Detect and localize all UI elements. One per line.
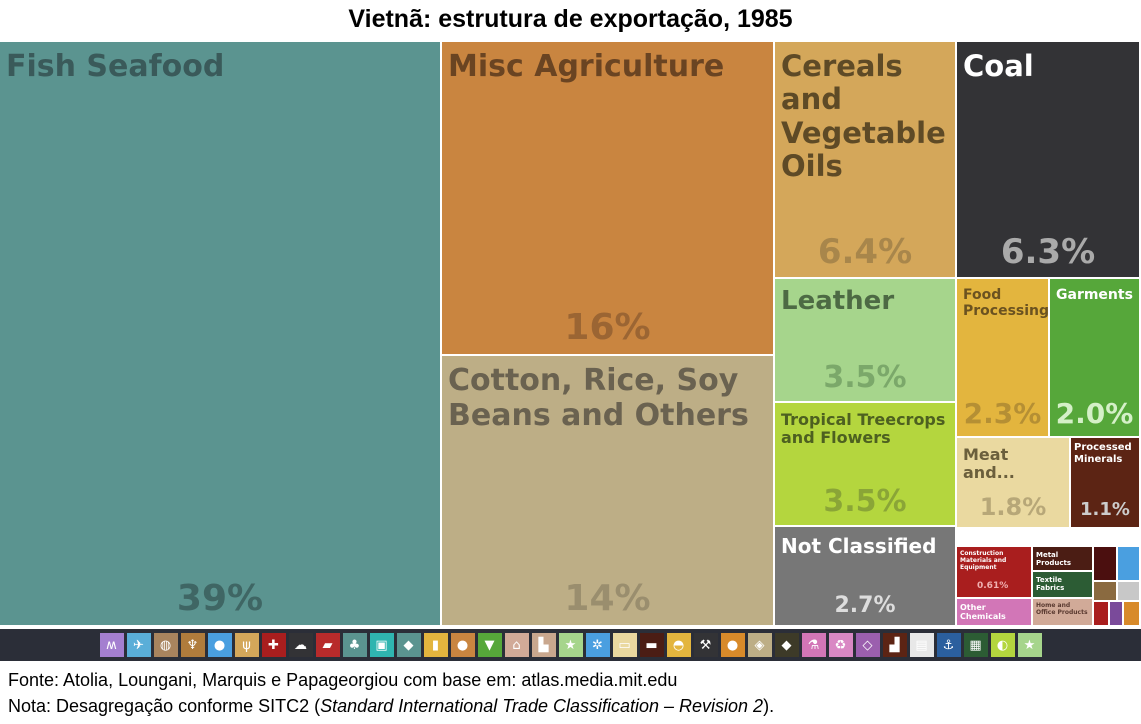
medical-cross-icon[interactable]: ✚ <box>261 633 286 657</box>
tile-label: Meat and... <box>963 445 1015 483</box>
cloud-icon[interactable]: ☁ <box>288 633 313 657</box>
star-badge-icon[interactable]: ★ <box>558 633 583 657</box>
treemap-small-tile[interactable] <box>1118 582 1141 602</box>
treemap-tile[interactable]: Fish Seafood 39% <box>0 42 442 627</box>
treemap-tile[interactable]: Cotton, Rice, Soy Beans and Others 14% <box>442 356 775 627</box>
treemap-tile[interactable]: Metal Products <box>1033 547 1094 572</box>
tile-percentage: 6.4% <box>817 232 913 272</box>
treemap-small-tile[interactable] <box>1110 602 1124 627</box>
tile-percentage: 3.5% <box>823 360 907 395</box>
treemap-tile[interactable]: Construction Materials and Equipment 0.61… <box>957 547 1033 599</box>
category-icon-bar: ʍ ✈ ◍ ♆ ● ψ ✚ ☁ ▰ ♣ ▣ ◆ ▮ ● ▼ ⌂ ▙ ★ ✲ ▭ ▬ ◓ ⚒ ● ◈ ◆ ⚗ ♻ ◇ ▟ ▤ ⚓ ▦ ◐ ★ <box>0 629 1141 661</box>
treemap-tile[interactable]: Home and Office Products <box>1033 599 1094 627</box>
treemap-small-tile[interactable] <box>1124 602 1141 627</box>
treemap-tile[interactable]: Cereals and Vegetable Oils 6.4% <box>775 42 957 279</box>
diamond-icon[interactable]: ◇ <box>855 633 880 657</box>
treemap-tile[interactable]: Meat and... 1.8% <box>957 438 1071 529</box>
recycle-icon[interactable]: ♻ <box>828 633 853 657</box>
tile-percentage: 16% <box>564 307 651 348</box>
oil-drop-icon[interactable]: ◆ <box>774 633 799 657</box>
yarn-icon[interactable]: ◍ <box>153 633 178 657</box>
airplane-icon[interactable]: ✈ <box>126 633 151 657</box>
pickaxe-icon[interactable]: ⚒ <box>693 633 718 657</box>
monitor-icon[interactable]: ▣ <box>369 633 394 657</box>
bottle-icon[interactable]: ▮ <box>423 633 448 657</box>
fish-icon[interactable]: ◆ <box>396 633 421 657</box>
tile-percentage: 2.0% <box>1055 397 1134 430</box>
tile-label: Metal Products <box>1036 551 1072 568</box>
cheese-icon[interactable]: ◓ <box>666 633 691 657</box>
shirt-icon[interactable]: ▼ <box>477 633 502 657</box>
tile-label: Construction Materials and Equipment <box>960 550 1007 571</box>
tile-label: Other Chemicals <box>960 603 1006 622</box>
treemap-tile[interactable]: Garments 2.0% <box>1050 279 1141 438</box>
note-suffix: ). <box>763 696 775 716</box>
tile-label: Cereals and Vegetable Oils <box>781 49 946 184</box>
tile-label: Not Classified <box>781 534 937 558</box>
treemap-small-tile[interactable] <box>1118 547 1141 582</box>
classification-note: Nota: Desagregação conforme SITC2 (Stand… <box>8 696 774 717</box>
leather-icon[interactable]: ▰ <box>315 633 340 657</box>
tile-label: Home and Office Products <box>1036 602 1088 616</box>
boot-icon[interactable]: ▙ <box>531 633 556 657</box>
wheat-icon[interactable]: ψ <box>234 633 259 657</box>
treemap-tile[interactable]: Coal 6.3% <box>957 42 1141 279</box>
chart-title: Vietnã: estrutura de exportação, 1985 <box>348 5 793 33</box>
tile-percentage: 3.5% <box>823 484 907 519</box>
note-prefix: Nota: Desagregação conforme SITC2 ( <box>8 696 321 716</box>
leaf-icon[interactable]: ◐ <box>990 633 1015 657</box>
tile-label: Leather <box>781 286 895 316</box>
treemap-tile[interactable]: Food Processing 2.3% <box>957 279 1050 438</box>
star-icon[interactable]: ★ <box>1017 633 1042 657</box>
tree-icon[interactable]: ♣ <box>342 633 367 657</box>
flask-icon[interactable]: ⚗ <box>801 633 826 657</box>
tile-label: Food Processing <box>963 287 1050 320</box>
treemap: Fish Seafood 39% Misc Agriculture 16% Cotton… <box>0 42 1141 629</box>
treemap-tile[interactable]: Tropical Treecrops and Flowers 3.5% <box>775 403 957 527</box>
treemap-tile[interactable]: Leather 3.5% <box>775 279 957 403</box>
grid-icon[interactable]: ▦ <box>963 633 988 657</box>
gears-icon[interactable]: ✲ <box>585 633 610 657</box>
tile-label: Cotton, Rice, Soy Beans and Others <box>448 363 749 433</box>
treemap-tile[interactable]: Not Classified 2.7% <box>775 527 957 627</box>
pumpkin-icon[interactable]: ● <box>720 633 745 657</box>
tile-label: Misc Agriculture <box>448 49 725 84</box>
tile-percentage: 2.7% <box>834 593 896 618</box>
treemap-small-tile[interactable] <box>1094 582 1118 602</box>
tile-percentage: 2.3% <box>963 397 1042 430</box>
treemap-tile[interactable]: Processed Minerals 1.1% <box>1071 438 1141 529</box>
tile-percentage: 14% <box>564 578 651 619</box>
treemap-tile[interactable]: Other Chemicals <box>957 599 1033 627</box>
anvil-icon[interactable]: ▬ <box>639 633 664 657</box>
tile-label: Tropical Treecrops and Flowers <box>781 410 946 448</box>
document-icon[interactable]: ▤ <box>909 633 934 657</box>
wine-glass-icon[interactable]: ♆ <box>180 633 205 657</box>
treemap-tile[interactable]: Textile Fabrics <box>1033 572 1094 599</box>
factory-icon[interactable]: ▟ <box>882 633 907 657</box>
treemap-tile[interactable]: Misc Agriculture 16% <box>442 42 775 356</box>
tile-percentage: 1.8% <box>979 493 1047 521</box>
tile-percentage: 1.1% <box>1080 499 1130 520</box>
tile-percentage: 0.61% <box>977 581 1009 591</box>
tile-percentage: 6.3% <box>1000 232 1096 272</box>
textiles-icon[interactable]: ʍ <box>99 633 124 657</box>
treemap-small-tile[interactable] <box>1094 547 1118 582</box>
tile-label: Fish Seafood <box>6 49 225 84</box>
apple-icon[interactable]: ● <box>450 633 475 657</box>
fabric-roll-icon[interactable]: ▭ <box>612 633 637 657</box>
tile-label: Processed Minerals <box>1074 442 1132 465</box>
tile-label: Coal <box>963 49 1034 83</box>
house-icon[interactable]: ⌂ <box>504 633 529 657</box>
tile-label: Textile Fabrics <box>1036 576 1065 593</box>
box-icon[interactable]: ◈ <box>747 633 772 657</box>
source-note: Fonte: Atolia, Loungani, Marquis e Papag… <box>8 670 678 690</box>
anchor-icon[interactable]: ⚓ <box>936 633 961 657</box>
water-drop-icon[interactable]: ● <box>207 633 232 657</box>
treemap-small-tile[interactable] <box>1094 602 1110 627</box>
note-italic: Standard International Trade Classificat… <box>320 696 764 716</box>
tile-percentage: 39% <box>176 578 264 619</box>
tile-label: Garments <box>1056 287 1133 303</box>
